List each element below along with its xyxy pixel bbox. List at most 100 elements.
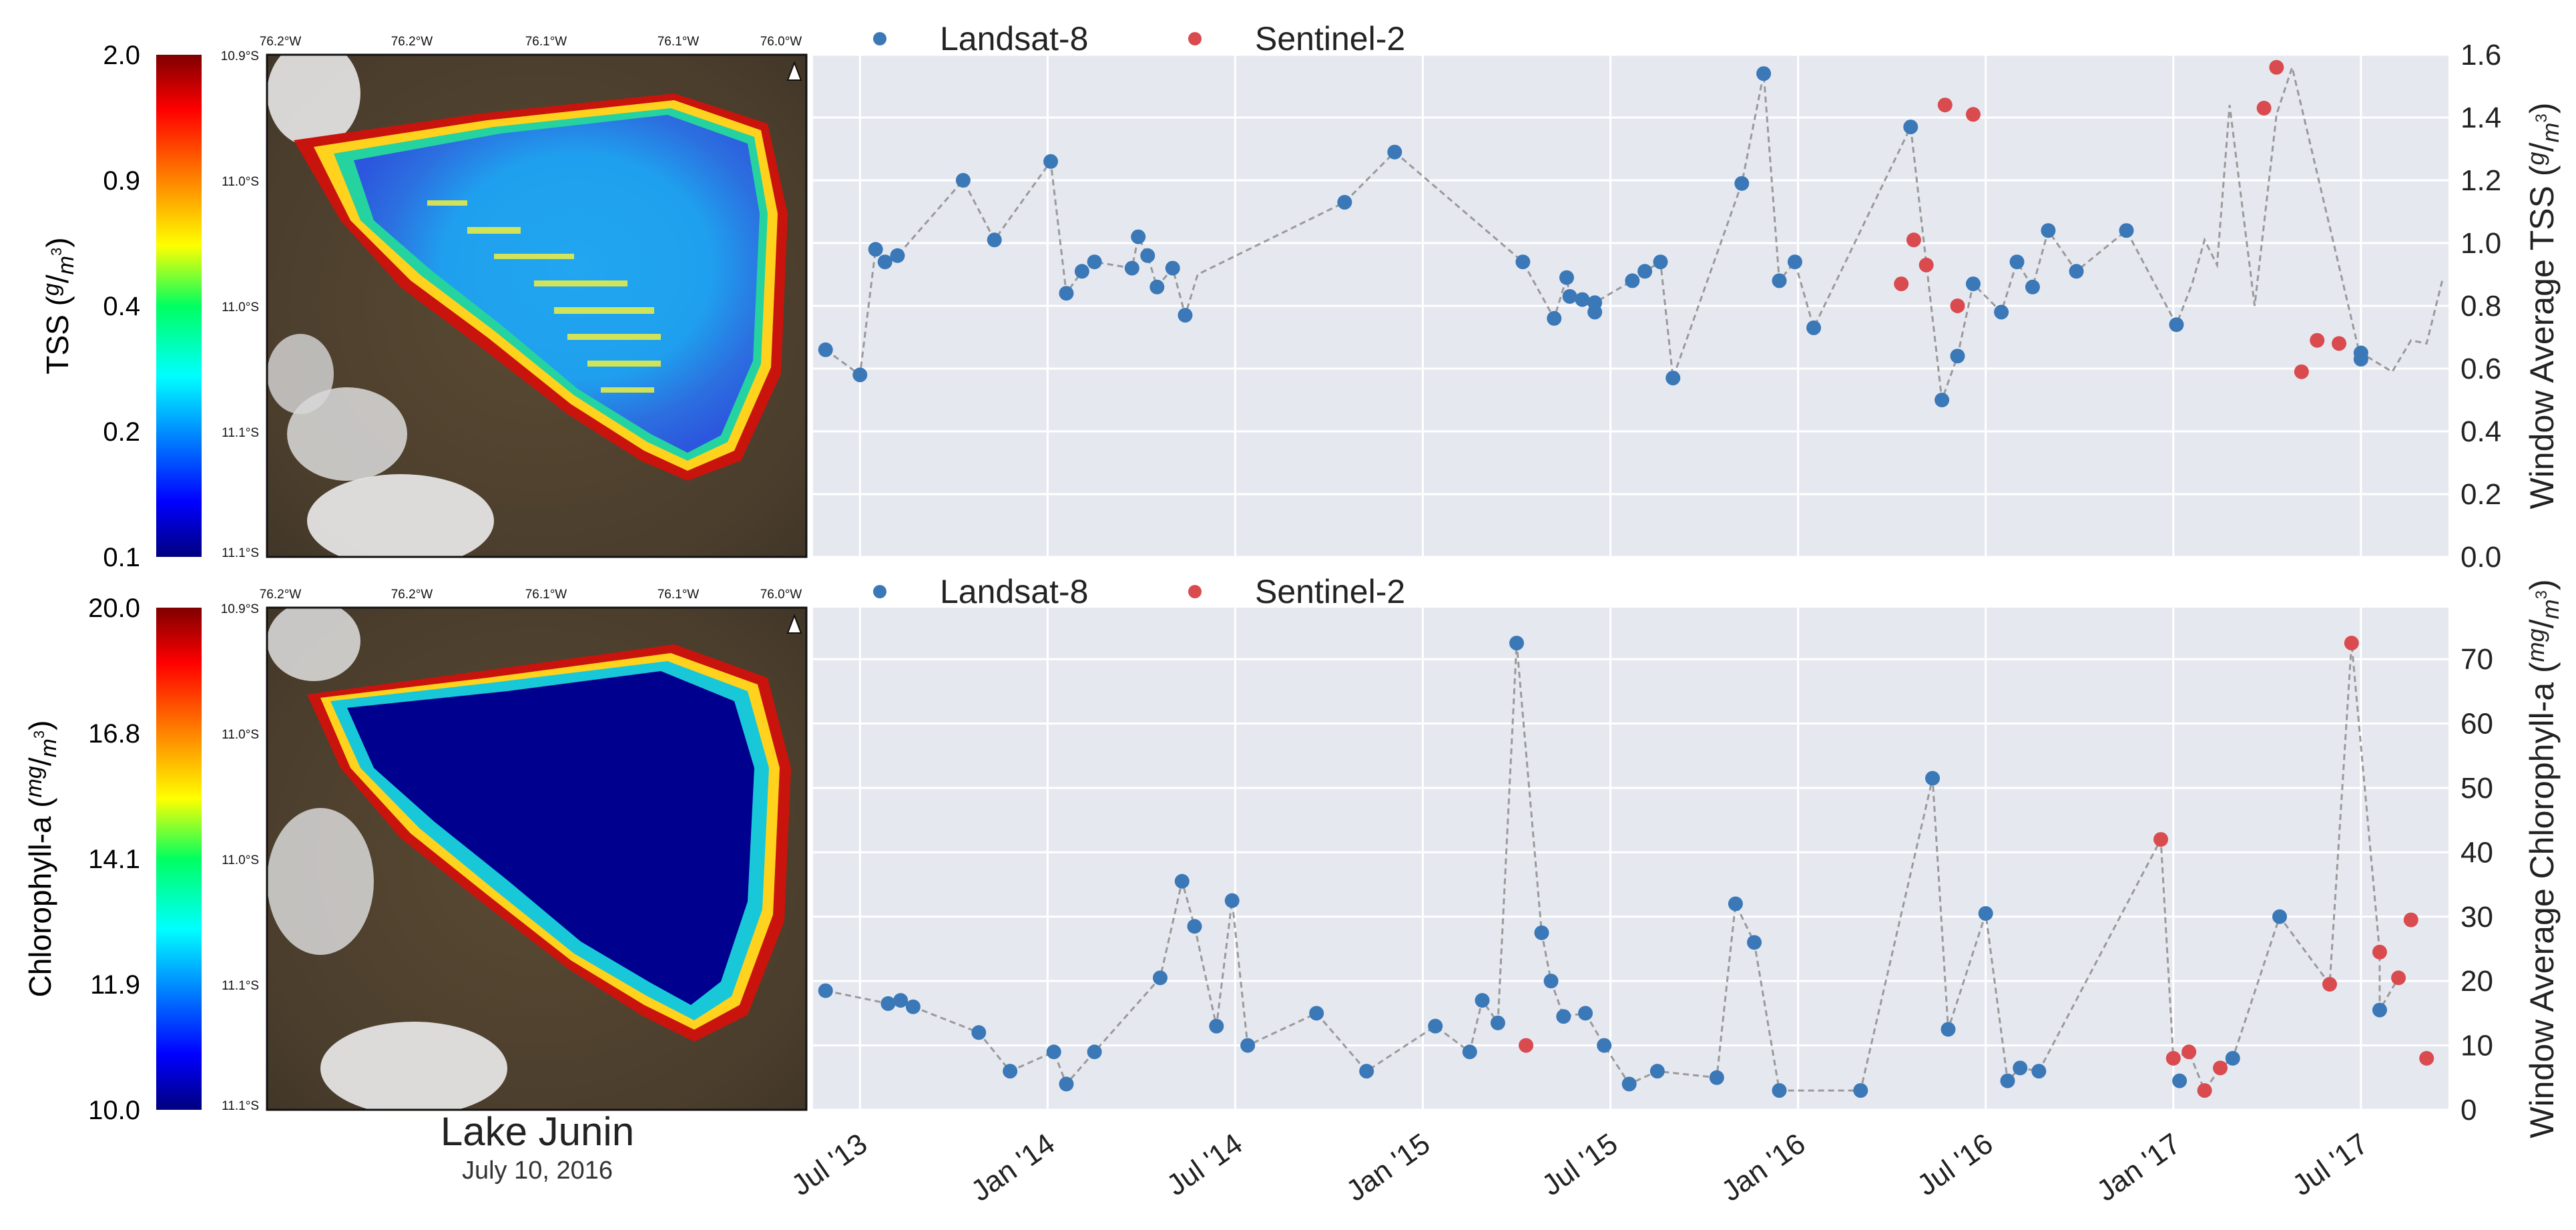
landsat-point [1994, 304, 2009, 320]
sentinel-point [2322, 977, 2337, 992]
lake-name: Lake Junin [440, 1109, 635, 1154]
landsat-point [1359, 1064, 1374, 1079]
sentinel-point [1937, 97, 1953, 113]
y-tick-label: 1.4 [2461, 101, 2501, 134]
y-axis-label: Window Average Chlorophyll-a (mg/m3) [2522, 579, 2564, 1138]
landsat-point [1046, 1044, 1061, 1060]
chl-colorbar-label: Chlorophyll-a (mg/m3) [21, 720, 61, 997]
plot-area [813, 608, 2449, 1110]
landsat-point [2069, 264, 2084, 279]
landsat-point [2119, 223, 2134, 238]
landsat-point [1806, 320, 1822, 335]
landsat-point [1747, 935, 1762, 950]
sentinel-point [1906, 232, 1921, 248]
landsat-point [890, 248, 905, 263]
y-tick-label: 0.4 [2461, 415, 2501, 448]
y-tick-label: 0.2 [2461, 478, 2501, 511]
landsat-point [1709, 1070, 1724, 1085]
chl-colorbar-tick: 20.0 [88, 594, 140, 623]
tss-colorbar-tick: 0.9 [103, 166, 140, 196]
landsat-point [2272, 909, 2288, 924]
landsat-point [1490, 1015, 1505, 1030]
map-lat-label: 11.0°S [222, 300, 259, 315]
sentinel-point [1950, 298, 1965, 313]
landsat-point [1556, 1009, 1571, 1024]
landsat-point [1978, 905, 1993, 921]
landsat-point [1772, 1083, 1787, 1098]
landsat-point [2013, 1060, 2028, 1076]
x-tick-label: Jul '15 [1536, 1127, 1623, 1202]
map-lat-label: 11.0°S [222, 728, 259, 742]
landsat-point [868, 242, 883, 257]
y-tick-label: 1.0 [2461, 227, 2501, 260]
map-lon-label: 76.2°W [260, 35, 302, 49]
tss-colorbar-gradient [156, 55, 202, 557]
landsat-point [1772, 273, 1787, 288]
legend-marker [873, 32, 886, 45]
x-tick-label: Jan '17 [2091, 1127, 2186, 1208]
landsat-point [1059, 286, 1074, 301]
sentinel-point [1918, 257, 1934, 272]
landsat-point [1621, 1076, 1637, 1092]
landsat-point [2009, 254, 2025, 270]
landsat-point [1140, 248, 1155, 263]
map-lon-label: 76.1°W [658, 588, 700, 602]
map-lat-label: 10.9°S [221, 49, 259, 63]
landsat-point [1562, 288, 1577, 304]
landsat-point [1131, 229, 1146, 244]
chl-colorbar-tick: 14.1 [88, 845, 140, 874]
landsat-point [1003, 1064, 1018, 1079]
y-axis-label: Window Average TSS (g/m3) [2522, 102, 2564, 509]
tss-colorbar-label: TSS (g/m3) [39, 237, 79, 374]
landsat-point [1756, 66, 1772, 81]
map-lon-label: 76.2°W [391, 588, 433, 602]
landsat-point [877, 254, 892, 270]
landsat-point [818, 342, 833, 357]
landsat-point [1637, 264, 1653, 279]
y-tick-label: 50 [2461, 772, 2493, 805]
map-lon-label: 76.0°W [760, 35, 802, 49]
north-arrow-icon [786, 61, 802, 81]
landsat-point [1547, 311, 1562, 326]
map-lon-label: 76.0°W [760, 588, 802, 602]
legend-label: Landsat-8 [940, 573, 1088, 610]
y-tick-label: 0 [2461, 1094, 2477, 1126]
landsat-point [2353, 345, 2368, 361]
y-tick-label: 20 [2461, 965, 2493, 998]
landsat-point [1152, 970, 1168, 986]
chl-colorbar: 20.0 16.8 14.1 11.9 10.0 Chlorophyll-a (… [21, 594, 202, 1125]
map-lat-label: 11.0°S [222, 175, 259, 189]
landsat-point [1965, 276, 1981, 292]
landsat-point [818, 983, 833, 998]
landsat-point [2372, 1002, 2387, 1018]
x-tick-label: Jan '15 [1340, 1127, 1436, 1208]
landsat-point [1224, 893, 1240, 908]
map-lat-label: 11.1°S [222, 1099, 259, 1113]
map-lon-label: 76.2°W [260, 588, 302, 602]
landsat-point [2225, 1050, 2240, 1066]
sentinel-point [2213, 1060, 2228, 1076]
sentinel-point [1519, 1038, 1534, 1053]
image-date: July 10, 2016 [461, 1157, 613, 1185]
landsat-point [2172, 1073, 2187, 1088]
landsat-point [1087, 1044, 1102, 1060]
map-lat-label: 11.1°S [222, 426, 259, 440]
landsat-point [1734, 176, 1750, 191]
y-tick-label: 1.2 [2461, 164, 2501, 197]
landsat-point [1059, 1076, 1074, 1092]
landsat-point [1475, 993, 1490, 1008]
x-tick-label: Jan '14 [965, 1127, 1061, 1208]
map-lat-label: 11.1°S [222, 546, 259, 560]
sentinel-point [2165, 1050, 2181, 1066]
landsat-point [1587, 295, 1603, 311]
landsat-point [1853, 1083, 1868, 1098]
landsat-point [1597, 1038, 1612, 1053]
landsat-point [893, 993, 909, 1008]
map-lat-label: 11.1°S [222, 979, 259, 993]
landsat-point [1515, 254, 1531, 270]
landsat-point [1950, 349, 1965, 364]
landsat-point [1575, 292, 1590, 307]
landsat-point [1387, 144, 1402, 160]
